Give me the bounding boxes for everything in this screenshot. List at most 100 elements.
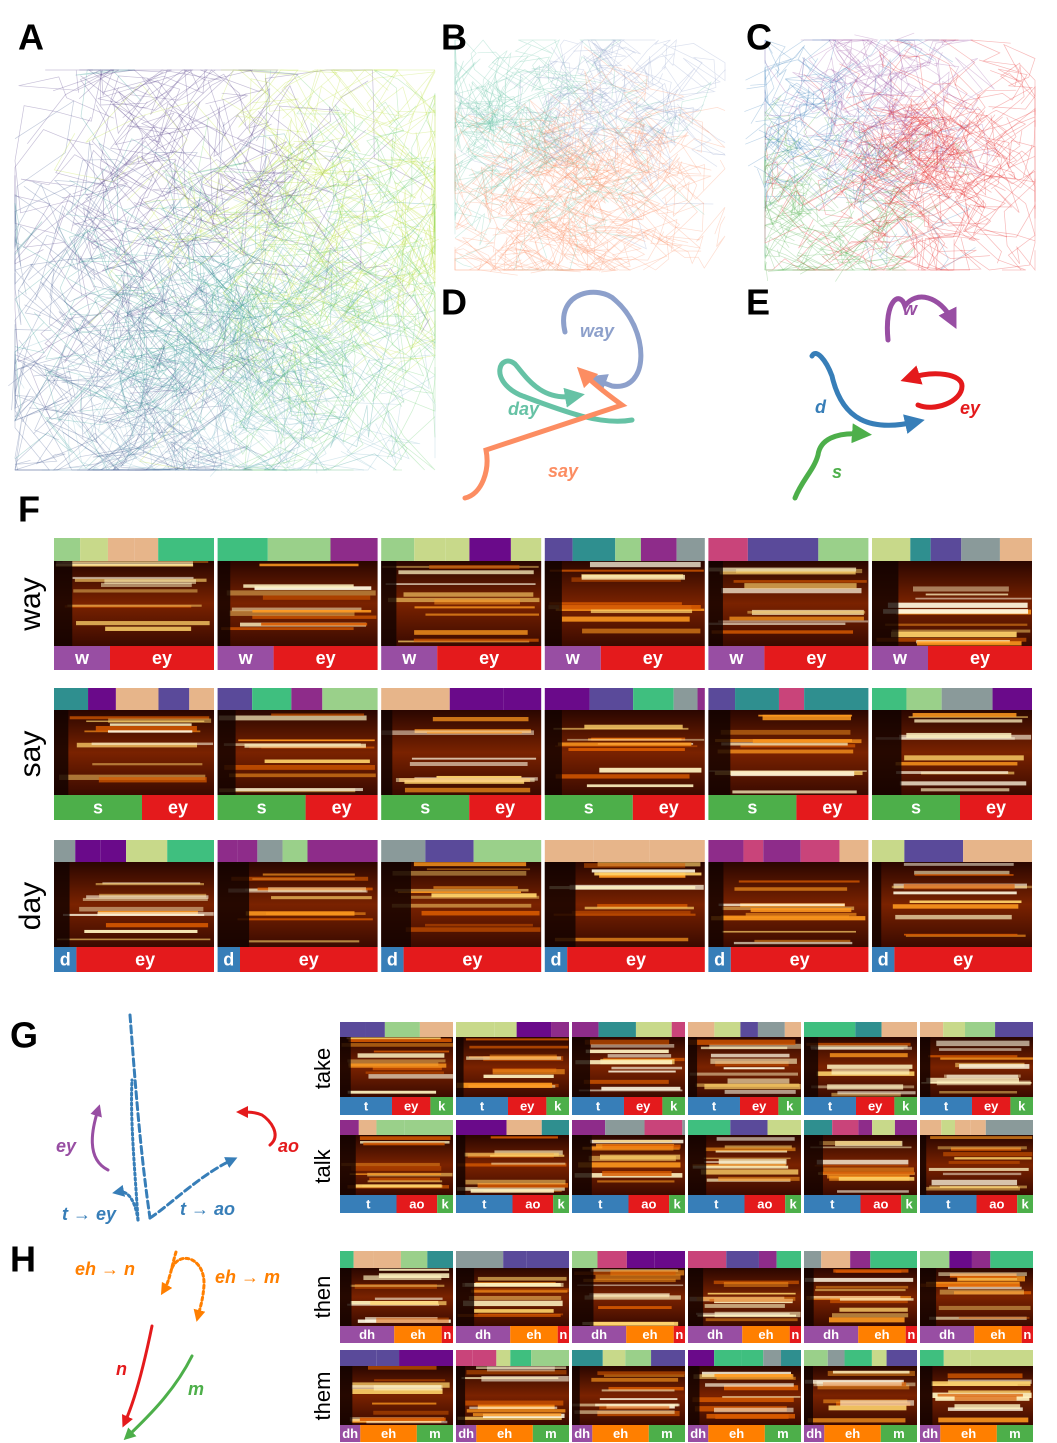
formant-band <box>705 1147 795 1151</box>
feature-strip <box>167 840 214 862</box>
formant-band <box>940 1290 1024 1295</box>
formant-band <box>372 1403 436 1405</box>
feature-strip <box>158 688 189 710</box>
formant-band <box>954 1157 1031 1159</box>
feature-strip <box>590 688 634 710</box>
formant-band <box>373 1411 448 1415</box>
phone-label: dh <box>939 1327 955 1342</box>
formant-band <box>491 1163 565 1165</box>
formant-band <box>939 1306 1031 1310</box>
phone-label: m <box>429 1426 441 1441</box>
feature-strip <box>474 840 542 862</box>
feature-strip <box>495 1022 517 1037</box>
feature-strip <box>920 1022 943 1037</box>
formant-band <box>938 1418 1028 1423</box>
feature-strip <box>54 840 75 862</box>
formant-band <box>597 1180 674 1182</box>
phone-label: n <box>791 1327 799 1342</box>
feature-strip <box>340 1022 366 1037</box>
formant-band <box>706 1414 795 1419</box>
formant-band <box>414 630 528 635</box>
formant-band <box>929 1168 1029 1171</box>
feature-strip <box>990 1251 1033 1268</box>
feature-strip <box>158 538 214 561</box>
feature-strip <box>972 1251 990 1268</box>
feature-strip <box>425 840 473 862</box>
formant-band <box>837 1091 915 1094</box>
onset-shadow <box>456 1135 465 1195</box>
feature-strip <box>456 1120 507 1135</box>
formant-band <box>833 1371 910 1374</box>
formant-band <box>436 776 521 778</box>
feature-strip <box>845 1350 872 1366</box>
phone-label: d <box>387 949 398 969</box>
feature-strip <box>748 538 818 561</box>
formant-band <box>585 1040 669 1045</box>
feature-strip <box>895 1120 917 1135</box>
formant-band <box>697 1315 796 1317</box>
phone-label: s <box>257 797 267 817</box>
formant-band <box>704 1158 791 1160</box>
formant-band <box>948 1287 1022 1289</box>
onset-shadow <box>688 1268 703 1326</box>
phone-label: eh <box>874 1327 889 1342</box>
phone-label: eh <box>497 1426 512 1441</box>
feature-strip <box>931 538 962 561</box>
feature-strip <box>781 1350 801 1366</box>
formant-band <box>96 883 204 885</box>
feature-strip <box>517 1022 551 1037</box>
trajectory-line <box>80 70 171 225</box>
formant-band <box>829 1405 907 1410</box>
formant-band <box>342 1043 453 1047</box>
feature-strip <box>779 688 804 710</box>
formant-band <box>73 577 194 579</box>
feature-strip <box>855 1022 881 1037</box>
formant-band <box>562 617 690 622</box>
onset-shadow <box>456 1268 474 1326</box>
feature-strip <box>910 538 930 561</box>
formant-band <box>888 603 1028 608</box>
feature-strip <box>904 840 963 862</box>
feature-strip <box>545 688 590 710</box>
formant-band <box>589 1293 669 1296</box>
formant-band <box>567 739 704 741</box>
formant-band <box>556 774 690 778</box>
phone-label: ey <box>135 949 155 969</box>
formant-band <box>396 778 535 782</box>
formant-band <box>692 1397 793 1402</box>
feature-strip <box>681 1251 685 1268</box>
formant-band <box>939 1091 1017 1093</box>
phone-label: eh <box>526 1327 541 1342</box>
formant-band <box>405 788 530 793</box>
formant-band <box>465 1180 565 1185</box>
feature-strip <box>385 1022 420 1037</box>
phone-label: ey <box>659 797 679 817</box>
feature-strip <box>374 1251 401 1268</box>
formant-band <box>837 1190 909 1193</box>
onset-shadow <box>872 862 881 947</box>
formant-band <box>425 614 539 616</box>
feature-strip <box>101 840 126 862</box>
trajectory <box>910 374 962 407</box>
feature-strip <box>427 1251 453 1268</box>
onset-shadow <box>340 1366 352 1425</box>
onset-shadow <box>340 1135 356 1195</box>
trajectory <box>887 297 952 340</box>
feature-strip <box>359 1120 377 1135</box>
feature-strip <box>688 1120 730 1135</box>
feature-strip <box>572 1022 599 1037</box>
formant-band <box>938 1146 1027 1149</box>
phone-label: k <box>441 1196 449 1211</box>
spectrogram <box>340 1366 453 1425</box>
onset-shadow <box>54 710 68 795</box>
phone-label: n <box>907 1327 915 1342</box>
phone-label: ey <box>790 949 810 969</box>
phone-label: ey <box>868 1098 883 1113</box>
formant-band <box>840 1400 914 1405</box>
phone-label: ao <box>757 1196 772 1211</box>
formant-band <box>395 889 529 892</box>
feature-strip <box>134 538 158 561</box>
panel-label: A <box>18 17 44 58</box>
formant-band <box>709 568 856 572</box>
feature-strip <box>955 1120 970 1135</box>
